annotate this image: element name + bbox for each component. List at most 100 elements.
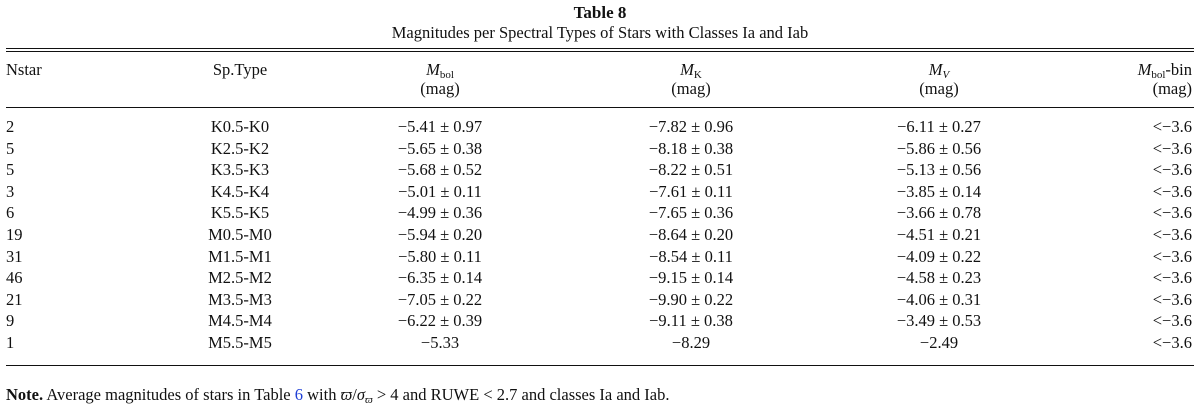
cell-sptype: M5.5-M5 bbox=[208, 332, 272, 352]
cell-mv: −3.49 ± 0.53 bbox=[896, 311, 982, 331]
cell-mk: −9.11 ± 0.38 bbox=[649, 311, 733, 331]
cell-sptype: K3.5-K3 bbox=[210, 160, 270, 180]
cell-mv: −6.11 ± 0.27 bbox=[897, 117, 981, 136]
cell-sptype: M4.5-M4 bbox=[208, 311, 272, 331]
table-6-link[interactable]: 6 bbox=[294, 385, 303, 404]
cell-sptype: M0.5-M0 bbox=[208, 224, 272, 244]
note-text-2: with bbox=[302, 385, 341, 404]
cell-mbol: −6.35 ± 0.14 bbox=[397, 268, 483, 288]
table-row: 6 K5.5-K5 −4.99 ± 0.36 −7.65 ± 0.36 −3.6… bbox=[0, 202, 1200, 224]
cell-mk: −8.29 bbox=[671, 332, 711, 352]
top-double-rule bbox=[6, 51, 1194, 52]
table-row: 1 M5.5-M5 −5.33 −8.29 −2.49 <−3.6 bbox=[0, 332, 1200, 354]
cell-nstar: 31 bbox=[6, 246, 23, 266]
cell-sptype: K2.5-K2 bbox=[210, 138, 270, 158]
table-row: 9 M4.5-M4 −6.22 ± 0.39 −9.11 ± 0.38 −3.4… bbox=[0, 310, 1200, 332]
note-slash: / bbox=[352, 385, 357, 404]
header-mbolbin-suffix: -bin bbox=[1165, 60, 1192, 79]
cell-nstar: 3 bbox=[6, 181, 15, 201]
cell-sptype: K0.5-K0 bbox=[210, 117, 270, 136]
table-row: 5 K3.5-K3 −5.68 ± 0.52 −8.22 ± 0.51 −5.1… bbox=[0, 159, 1200, 181]
table-row: 3 K4.5-K4 −5.01 ± 0.11 −7.61 ± 0.11 −3.8… bbox=[0, 181, 1200, 203]
header-mbol: Mbol (mag) bbox=[310, 60, 570, 98]
cell-sptype: M2.5-M2 bbox=[208, 268, 272, 288]
header-mbol-unit: (mag) bbox=[420, 79, 460, 98]
cell-mv: −3.66 ± 0.78 bbox=[896, 203, 982, 223]
note-text-1: Average magnitudes of stars in Table bbox=[43, 385, 295, 404]
cell-nstar: 5 bbox=[6, 138, 15, 158]
table-row: 19 M0.5-M0 −5.94 ± 0.20 −8.64 ± 0.20 −4.… bbox=[0, 224, 1200, 246]
cell-nstar: 9 bbox=[6, 311, 15, 331]
cell-mbol: −5.80 ± 0.11 bbox=[398, 246, 482, 266]
cell-mk: −7.61 ± 0.11 bbox=[649, 181, 733, 201]
cell-mv: −4.09 ± 0.22 bbox=[896, 246, 982, 266]
cell-mbol: −6.22 ± 0.39 bbox=[397, 311, 483, 331]
header-mv-symbol: M bbox=[928, 60, 943, 79]
table-caption: Table 8 Magnitudes per Spectral Types of… bbox=[0, 3, 1200, 42]
cell-sptype: K4.5-K4 bbox=[210, 181, 270, 201]
cell-sptype: M3.5-M3 bbox=[208, 289, 272, 309]
cell-mk: −8.64 ± 0.20 bbox=[648, 224, 734, 244]
note-sigma-sub: ϖ bbox=[364, 394, 373, 406]
cell-nstar: 5 bbox=[6, 160, 15, 180]
header-mbolbin-sub: bol bbox=[1151, 69, 1166, 81]
cell-mbol-bin: <−3.6 bbox=[1152, 117, 1192, 136]
note-text-3: > 4 and RUWE < 2.7 and classes Ia and Ia… bbox=[372, 385, 670, 404]
cell-mbol: −7.05 ± 0.22 bbox=[397, 289, 483, 309]
cell-sptype: M1.5-M1 bbox=[208, 246, 272, 266]
header-mk-sub: K bbox=[693, 69, 702, 81]
header-mbolbin-unit: (mag) bbox=[1152, 79, 1192, 98]
cell-nstar: 19 bbox=[6, 224, 23, 244]
cell-mv: −5.13 ± 0.56 bbox=[896, 160, 982, 180]
header-mbolbin-symbol: M bbox=[1137, 60, 1152, 79]
cell-nstar: 2 bbox=[6, 117, 15, 136]
cell-mbol: −5.33 bbox=[420, 332, 460, 352]
header-rule bbox=[6, 107, 1194, 108]
cell-mbol-bin: <−3.6 bbox=[1152, 246, 1192, 266]
cell-mbol: −5.68 ± 0.52 bbox=[397, 160, 483, 180]
cell-nstar: 6 bbox=[6, 203, 15, 223]
cell-mk: −8.22 ± 0.51 bbox=[648, 160, 734, 180]
table-body: 2 K0.5-K0 −5.41 ± 0.97 −7.82 ± 0.96 −6.1… bbox=[0, 116, 1200, 354]
header-mv-unit: (mag) bbox=[919, 79, 959, 98]
table-row: 5 K2.5-K2 −5.65 ± 0.38 −8.18 ± 0.38 −5.8… bbox=[0, 138, 1200, 160]
cell-mbol-bin: <−3.6 bbox=[1152, 311, 1192, 331]
cell-mk: −8.54 ± 0.11 bbox=[649, 246, 733, 266]
cell-mk: −8.18 ± 0.38 bbox=[648, 138, 734, 158]
bottom-rule bbox=[6, 365, 1194, 366]
cell-mv: −5.86 ± 0.56 bbox=[896, 138, 982, 158]
header-mv-sub: V bbox=[942, 69, 950, 81]
cell-mk: −9.15 ± 0.14 bbox=[648, 268, 734, 288]
header-mk-symbol: M bbox=[680, 60, 694, 79]
cell-sptype: K5.5-K5 bbox=[210, 203, 270, 223]
header-mv: MV (mag) bbox=[809, 60, 1069, 98]
header-nstar: Nstar bbox=[6, 60, 42, 79]
cell-mv: −2.49 bbox=[919, 332, 959, 352]
header-mk: MK (mag) bbox=[561, 60, 821, 98]
cell-mbol: −5.94 ± 0.20 bbox=[397, 224, 483, 244]
cell-mbol-bin: <−3.6 bbox=[1152, 203, 1192, 223]
cell-mbol-bin: <−3.6 bbox=[1152, 332, 1192, 352]
table-title: Magnitudes per Spectral Types of Stars w… bbox=[391, 23, 809, 42]
table-row: 2 K0.5-K0 −5.41 ± 0.97 −7.82 ± 0.96 −6.1… bbox=[0, 116, 1200, 138]
header-sptype: Sp.Type bbox=[212, 60, 268, 79]
note-sigma: σ bbox=[356, 385, 365, 404]
cell-mbol-bin: <−3.6 bbox=[1152, 160, 1192, 180]
cell-mbol-bin: <−3.6 bbox=[1152, 224, 1192, 244]
note-parallax: ϖ bbox=[340, 385, 353, 404]
table-note: Note. Average magnitudes of stars in Tab… bbox=[6, 385, 670, 406]
cell-mbol: −5.41 ± 0.97 bbox=[397, 117, 483, 136]
header-mbol-symbol: M bbox=[426, 60, 440, 79]
cell-mbol-bin: <−3.6 bbox=[1152, 138, 1192, 158]
cell-nstar: 46 bbox=[6, 268, 23, 288]
cell-mbol-bin: <−3.6 bbox=[1152, 289, 1192, 309]
cell-mk: −9.90 ± 0.22 bbox=[648, 289, 734, 309]
cell-mv: −3.85 ± 0.14 bbox=[896, 181, 982, 201]
cell-mk: −7.82 ± 0.96 bbox=[648, 117, 734, 136]
top-rule bbox=[6, 48, 1194, 49]
note-label: Note. bbox=[6, 385, 44, 404]
table-row: 31 M1.5-M1 −5.80 ± 0.11 −8.54 ± 0.11 −4.… bbox=[0, 246, 1200, 268]
header-mk-unit: (mag) bbox=[671, 79, 711, 98]
cell-mv: −4.58 ± 0.23 bbox=[896, 268, 982, 288]
